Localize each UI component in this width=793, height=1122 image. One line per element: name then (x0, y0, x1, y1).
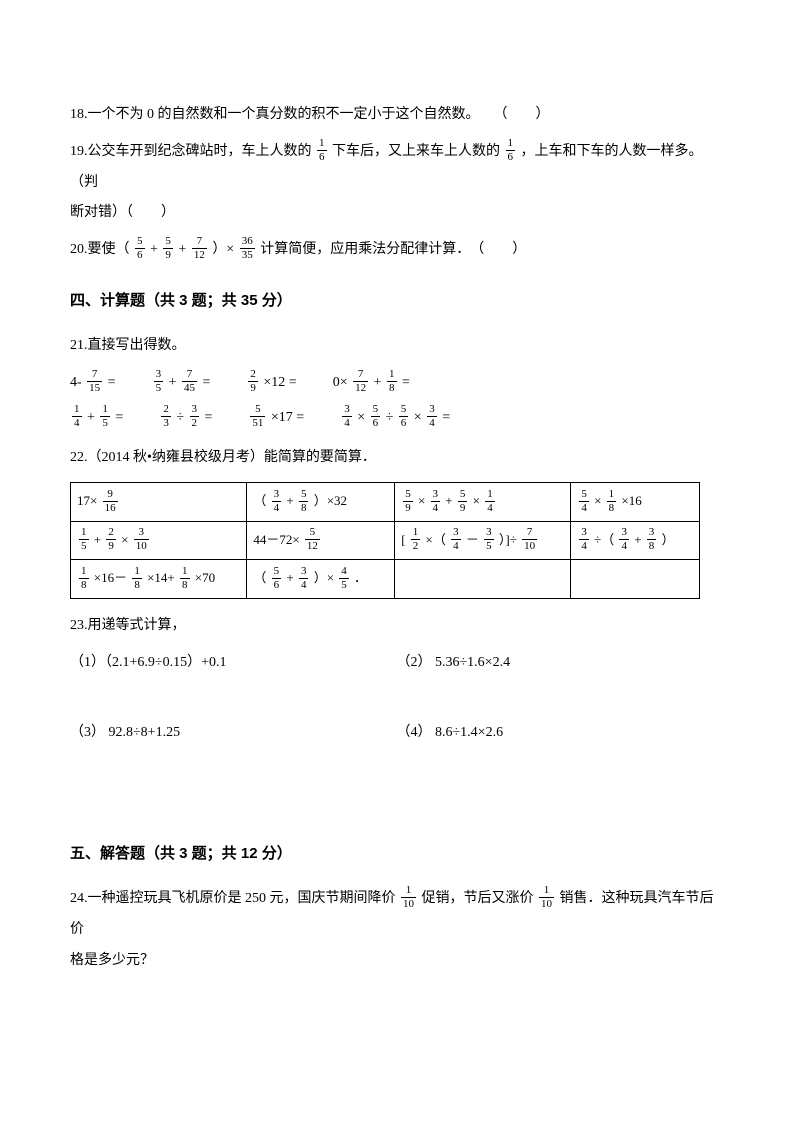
q23-title: 用递等式计算， (88, 618, 186, 633)
q18-blank: （ ） (494, 107, 550, 122)
question-23: 23.用递等式计算， (70, 611, 723, 642)
frac-7-12: 712 (192, 236, 207, 261)
question-21: 21.直接写出得数。 (70, 331, 723, 362)
q19-num: 19. (70, 144, 88, 159)
q23-p4: （4） 8.6÷1.4×2.6 (397, 718, 724, 749)
q21-r1c2: 35 + 745 = (152, 368, 211, 399)
q21-r2c2: 23 ÷ 32 = (159, 403, 212, 434)
question-22: 22.（2014 秋•纳雍县校级月考）能简算的要简算． (70, 443, 723, 474)
table-row: 15 + 29 × 310 44－72× 512 [ 12 ×（ 34 － 35… (71, 521, 700, 560)
q22-r1c4: 54 × 18 ×16 (571, 483, 700, 522)
table-row: 18 ×16－ 18 ×14+ 18 ×70 （ 56 + 34 ）× 45 ． (71, 560, 700, 599)
q23-num: 23. (70, 618, 88, 633)
q23-row1: （1）（2.1+6.9÷0.15）+0.1 （2） 5.36÷1.6×2.4 (70, 648, 723, 679)
q22-title: （2014 秋•纳雍县校级月考）能简算的要简算． (88, 450, 376, 465)
frac-1-6a: 16 (317, 138, 327, 163)
q23-row2: （3） 92.8÷8+1.25 （4） 8.6÷1.4×2.6 (70, 718, 723, 749)
q21-r2c3: 551 ×17 = (248, 403, 304, 434)
q23-p1: （1）（2.1+6.9÷0.15）+0.1 (70, 648, 397, 679)
q19-t1: 公交车开到纪念碑站时，车上人数的 (88, 144, 316, 159)
question-24: 24.一种遥控玩具飞机原价是 250 元，国庆节期间降价 110 促销，节后又涨… (70, 884, 723, 976)
q22-r2c1: 15 + 29 × 310 (71, 521, 247, 560)
q21-r2c4: 34 × 56 ÷ 56 × 34 = (340, 403, 450, 434)
q22-r3c4 (571, 560, 700, 599)
section-4-title: 四、计算题（共 3 题；共 35 分） (70, 284, 723, 317)
q23-p2: （2） 5.36÷1.6×2.4 (397, 648, 724, 679)
q18-text: 一个不为 0 的自然数和一个真分数的积不一定小于这个自然数。 (88, 107, 480, 122)
frac-5-9: 59 (163, 236, 173, 261)
q22-r3c2: （ 56 + 34 ）× 45 ． (247, 560, 395, 599)
q22-r2c2: 44－72× 512 (247, 521, 395, 560)
q21-r1c4: 0× 712 + 18 = (333, 368, 410, 399)
frac-1-10b: 110 (539, 885, 554, 910)
q21-title: 直接写出得数。 (88, 338, 186, 353)
q22-r2c4: 34 ÷（ 34 + 38 ） (571, 521, 700, 560)
frac-1-6b: 16 (506, 138, 516, 163)
q21-row2: 14 + 15 = 23 ÷ 32 = 551 ×17 = 34 × 56 ÷ … (70, 403, 723, 434)
q21-r2c1: 14 + 15 = (70, 403, 123, 434)
q19-t2: 下车后，又上来车上人数的 (329, 144, 504, 159)
q22-r1c2: （ 34 + 58 ）×32 (247, 483, 395, 522)
q22-r3c1: 18 ×16－ 18 ×14+ 18 ×70 (71, 560, 247, 599)
q23-p3: （3） 92.8÷8+1.25 (70, 718, 397, 749)
table-row: 17× 916 （ 34 + 58 ）×32 59 × 34 + 59 × 14… (71, 483, 700, 522)
q21-r1c3: 29 ×12 = (246, 368, 296, 399)
q21-num: 21. (70, 338, 88, 353)
frac-1-10a: 110 (401, 885, 416, 910)
question-19: 19.公交车开到纪念碑站时，车上人数的 16 下车后，又上来车上人数的 16 ，… (70, 137, 723, 229)
frac-5-6: 56 (135, 236, 145, 261)
q24-num: 24. (70, 891, 88, 906)
q22-r1c3: 59 × 34 + 59 × 14 (395, 483, 571, 522)
q20-num: 20. (70, 242, 88, 257)
q22-r1c1: 17× 916 (71, 483, 247, 522)
q18-num: 18. (70, 107, 88, 122)
q21-r1c1: 4- 715 = (70, 368, 116, 399)
q22-r2c3: [ 12 ×（ 34 － 35 ）]÷ 710 (395, 521, 571, 560)
q22-table: 17× 916 （ 34 + 58 ）×32 59 × 34 + 59 × 14… (70, 482, 700, 599)
q22-r3c3 (395, 560, 571, 599)
section-5-title: 五、解答题（共 3 题；共 12 分） (70, 837, 723, 870)
q19-t4: 断对错）（ ） (70, 205, 175, 220)
q22-num: 22. (70, 450, 88, 465)
question-18: 18.一个不为 0 的自然数和一个真分数的积不一定小于这个自然数。 （ ） (70, 100, 723, 131)
q21-row1: 4- 715 = 35 + 745 = 29 ×12 = 0× 712 + 18… (70, 368, 723, 399)
frac-36-35: 3635 (240, 236, 255, 261)
question-20: 20.要使（ 56 + 59 + 712 ）× 3635 计算简便，应用乘法分配… (70, 235, 723, 266)
